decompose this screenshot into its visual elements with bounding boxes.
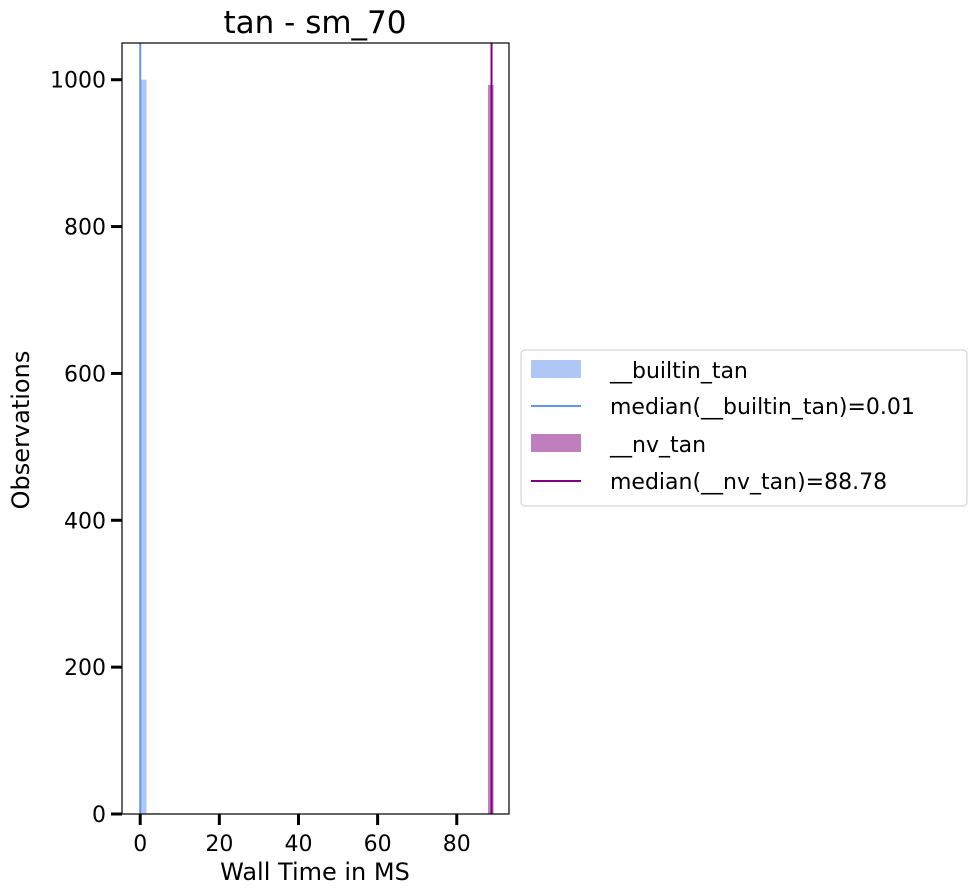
y-tick-label: 600 bbox=[64, 362, 106, 387]
y-tick-label: 1000 bbox=[50, 69, 106, 94]
x-tick-label: 80 bbox=[443, 832, 471, 857]
legend-label-median-builtin-tan: median(__builtin_tan)=0.01 bbox=[610, 395, 915, 420]
x-axis-label: Wall Time in MS bbox=[220, 858, 410, 886]
median-lines-layer bbox=[139, 43, 493, 814]
y-tick-label: 0 bbox=[92, 803, 106, 828]
legend-label-builtin-tan: __builtin_tan bbox=[609, 359, 748, 384]
x-tick-label: 20 bbox=[205, 832, 233, 857]
y-axis: 0 200 400 600 800 1000 bbox=[50, 69, 122, 828]
y-tick-label: 200 bbox=[64, 656, 106, 681]
x-tick-label: 40 bbox=[284, 832, 312, 857]
y-tick-label: 800 bbox=[64, 216, 106, 241]
x-axis: 0 20 40 60 80 bbox=[133, 814, 471, 857]
legend-label-nv-tan: __nv_tan bbox=[609, 433, 706, 458]
legend-swatch-nv-tan bbox=[531, 434, 581, 452]
legend: __builtin_tan median(__builtin_tan)=0.01… bbox=[520, 349, 968, 507]
y-tick-label: 400 bbox=[64, 509, 106, 534]
bar-builtintan-0 bbox=[139, 79, 147, 814]
x-tick-label: 60 bbox=[364, 832, 392, 857]
plot-frame bbox=[121, 42, 510, 815]
chart-title: tan - sm_70 bbox=[224, 5, 407, 41]
legend-box bbox=[520, 349, 968, 507]
x-tick-label: 0 bbox=[133, 832, 147, 857]
legend-swatch-builtin-tan bbox=[531, 360, 581, 378]
bars-layer bbox=[139, 79, 494, 814]
y-axis-label: Observations bbox=[7, 351, 35, 510]
legend-label-median-nv-tan: median(__nv_tan)=88.78 bbox=[610, 470, 887, 495]
